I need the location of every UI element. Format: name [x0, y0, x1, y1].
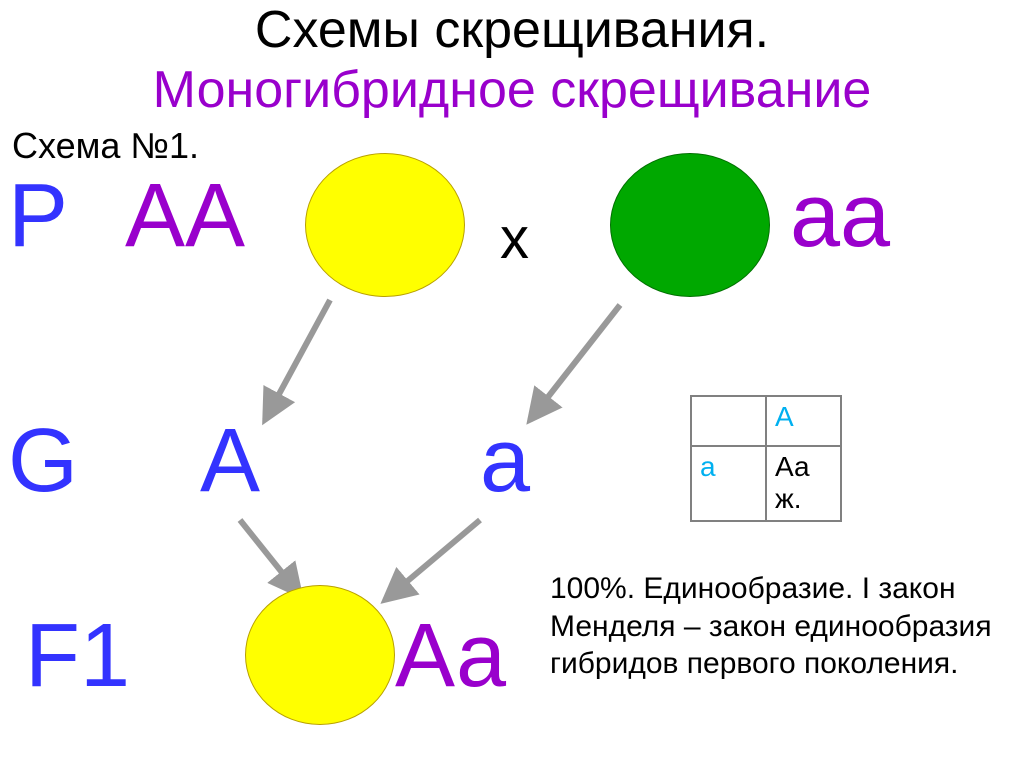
punnett-empty [691, 396, 766, 446]
punnett-result: Ааж. [766, 446, 841, 521]
f1-genotype: Аа [395, 605, 506, 708]
punnett-col-header: А [766, 396, 841, 446]
punnett-row-header: а [691, 446, 766, 521]
f1-ellipse [245, 585, 395, 725]
punnett-square: А а Ааж. [690, 395, 842, 522]
description-text: 100%. Единообразие. I закон Менделя – за… [550, 570, 1010, 683]
f1-label: F1 [25, 605, 130, 708]
